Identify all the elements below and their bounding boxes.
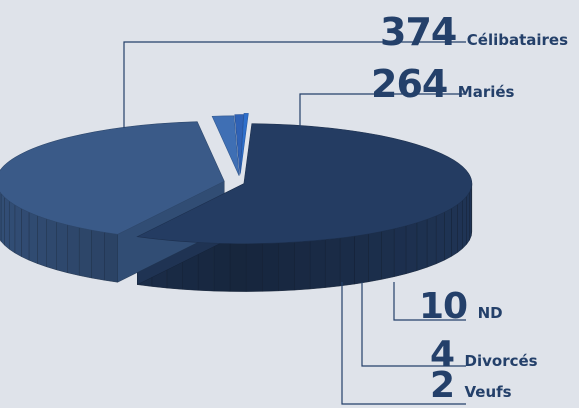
slice-maris bbox=[0, 121, 225, 235]
label-divorces: 4 Divorcés bbox=[430, 334, 538, 375]
name-nd: ND bbox=[477, 304, 503, 322]
leader-nd bbox=[393, 282, 466, 321]
name-divorces: Divorcés bbox=[464, 352, 538, 370]
value-nd: 10 bbox=[419, 286, 468, 327]
pie-tops bbox=[0, 113, 473, 244]
leader-lines bbox=[123, 41, 466, 405]
label-celibataires: 374 Célibataires bbox=[380, 10, 568, 54]
leader-veufs bbox=[341, 282, 466, 405]
name-veufs: Veufs bbox=[464, 383, 512, 401]
label-veufs: 2 Veufs bbox=[430, 365, 512, 406]
slice-divorcs bbox=[234, 114, 244, 175]
leader-divorces bbox=[361, 282, 466, 367]
leader-maries bbox=[299, 93, 466, 128]
value-maries: 264 bbox=[371, 62, 448, 106]
value-divorces: 4 bbox=[430, 334, 455, 375]
slice-nd bbox=[211, 115, 240, 176]
value-veufs: 2 bbox=[430, 365, 455, 406]
slice-clibataires bbox=[136, 123, 473, 244]
value-celibataires: 374 bbox=[380, 10, 457, 54]
leader-celibataires bbox=[123, 41, 466, 128]
label-nd: 10 ND bbox=[419, 286, 503, 327]
slice-veufs bbox=[240, 113, 249, 174]
name-celibataires: Célibataires bbox=[466, 31, 569, 49]
label-maries: 264 Mariés bbox=[371, 62, 514, 106]
name-maries: Mariés bbox=[457, 83, 515, 101]
